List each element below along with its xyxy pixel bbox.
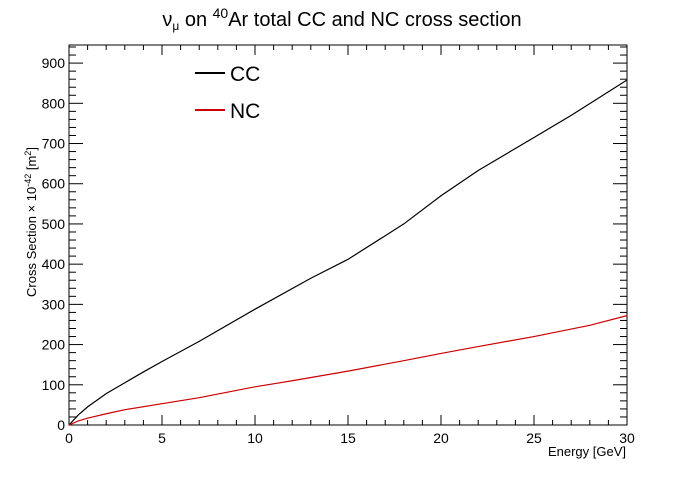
x-axis: 0 5 10 15 20 25 30 [65,45,635,446]
y-tick-label: 300 [42,296,66,312]
title-nu: ν [162,9,172,31]
x-tick-label: 20 [433,430,449,446]
x-tick-label: 25 [526,430,542,446]
y-axis: 0 100 200 300 400 500 600 700 800 900 [42,46,627,433]
x-tick-label: 15 [340,430,356,446]
y-tick-label: 900 [42,55,66,71]
x-tick-label: 5 [158,430,166,446]
y-tick-label: 800 [42,95,66,111]
y-axis-label: Cross Section × 10-42 [m2] [23,147,39,297]
title-on: on [179,9,212,31]
x-tick-label: 30 [619,430,635,446]
legend-label-nc: NC [230,100,260,123]
y-tick-label: 100 [42,377,66,393]
y-label-exponent: -42 [23,174,33,187]
y-label-unit-close: ] [24,147,39,151]
y-label-unit-open: [m [24,156,39,174]
y-tick-label: 600 [42,176,66,192]
y-tick-label: 500 [42,216,66,232]
chart-title: νμ on 40Ar total CC and NC cross section [162,5,521,33]
y-tick-label: 0 [57,417,65,433]
title-mu: μ [172,19,179,33]
series-line-nc [68,315,628,426]
y-label-unit-exponent: 2 [23,151,33,156]
y-label-main: Cross Section × 10 [24,187,39,297]
series-lines [68,79,628,426]
y-tick-label: 700 [42,136,66,152]
plot-frame [68,44,628,426]
legend: CC NC [195,63,260,123]
title-mass-number: 40 [213,5,229,21]
x-axis-label: Energy [GeV] [548,444,626,459]
y-tick-label: 400 [42,256,66,272]
title-rest: Ar total CC and NC cross section [228,9,521,31]
x-tick-label: 10 [247,430,263,446]
y-tick-label: 200 [42,337,66,353]
legend-label-cc: CC [230,63,260,86]
series-line-cc [68,79,628,426]
x-tick-label: 0 [65,430,73,446]
